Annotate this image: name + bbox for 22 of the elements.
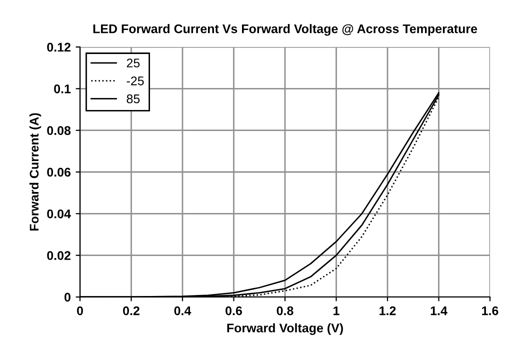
legend-label: 85 bbox=[126, 94, 140, 104]
x-tick-label: 0.8 bbox=[276, 306, 294, 316]
x-tick-label: 1.6 bbox=[482, 306, 498, 316]
chart-title: LED Forward Current Vs Forward Voltage @ Across Temperature bbox=[93, 24, 478, 36]
y-tick-label: 0.06 bbox=[47, 168, 71, 177]
x-axis-title: Forward Voltage (V) bbox=[227, 323, 343, 335]
y-axis-title: Forward Current (A) bbox=[29, 113, 42, 231]
x-tick-label: 0.4 bbox=[174, 306, 192, 316]
y-tick-label: 0.08 bbox=[47, 126, 71, 135]
x-tick-label: 0.6 bbox=[226, 306, 242, 316]
y-tick-label: 0.1 bbox=[54, 84, 71, 94]
legend-label: -25 bbox=[126, 76, 144, 86]
y-tick-label: 0.12 bbox=[47, 42, 70, 52]
x-tick-label: 0 bbox=[77, 306, 83, 316]
x-tick-label: 1.2 bbox=[380, 306, 396, 316]
legend-label: 25 bbox=[126, 58, 140, 68]
y-tick-label: 0 bbox=[64, 292, 70, 302]
x-tick-label: 0.2 bbox=[123, 306, 140, 316]
y-tick-label: 0.04 bbox=[47, 209, 71, 218]
y-tick-label: 0.02 bbox=[47, 251, 70, 260]
x-tick-label: 1 bbox=[334, 306, 340, 316]
x-tick-label: 1.4 bbox=[430, 306, 448, 316]
